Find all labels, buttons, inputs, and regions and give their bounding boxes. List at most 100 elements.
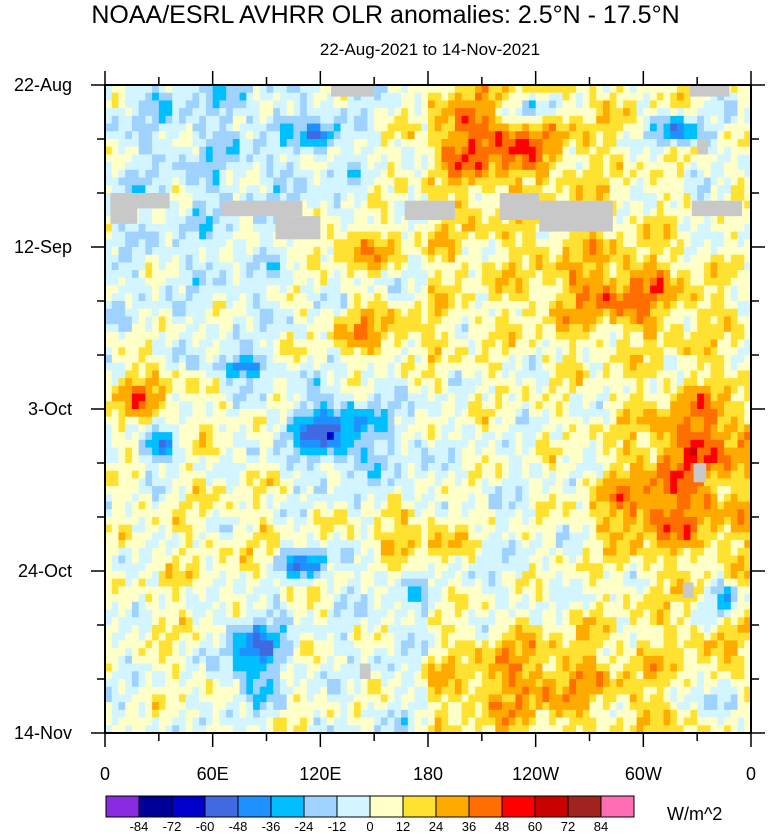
heatmap-cell [226,347,234,356]
heatmap-cell [145,216,153,225]
heatmap-cell [596,139,604,148]
heatmap-cell [125,123,133,132]
heatmap-cell [353,455,362,464]
heatmap-cell [199,378,207,387]
heatmap-cell [441,223,449,233]
heatmap-cell [360,324,369,333]
heatmap-cell [636,355,644,364]
heatmap-cell [266,416,274,426]
heatmap-cell [475,324,483,333]
heatmap-cell [367,177,375,186]
heatmap-cell [165,324,173,333]
heatmap-cell [367,208,375,217]
heatmap-cell [650,162,658,171]
heatmap-cell [199,200,207,210]
heatmap-cell [596,455,604,464]
heatmap-cell [528,216,537,225]
heatmap-cell [205,169,214,179]
heatmap-cell [434,455,443,464]
heatmap-cell [616,193,624,202]
heatmap-cell [118,231,126,240]
heatmap-cell [468,308,476,318]
heatmap-cell [105,331,113,341]
heatmap-cell [616,262,624,271]
heatmap-cell [259,223,268,233]
heatmap-cell [744,247,752,256]
heatmap-cell [488,424,496,433]
heatmap-cell [374,285,382,294]
heatmap-cell [239,162,247,171]
heatmap-cell [690,100,698,109]
heatmap-cell [724,316,732,325]
heatmap-cell [158,208,167,217]
heatmap-cell [441,231,449,240]
heatmap-cell [286,301,295,310]
heatmap-cell [549,378,557,387]
heatmap-cell [468,231,476,240]
heatmap-cell [421,169,429,179]
heatmap-cell [596,416,604,426]
heatmap-cell [286,115,295,125]
heatmap-cell [333,293,342,302]
heatmap-cell [353,347,362,356]
heatmap-cell [273,478,281,487]
heatmap-cell [623,92,631,102]
heatmap-cell [387,169,395,179]
heatmap-cell [710,100,718,109]
heatmap-cell [158,370,167,379]
heatmap-cell [542,416,550,426]
heatmap-cell [320,308,328,318]
heatmap-cell [414,301,422,310]
heatmap-cell [730,185,739,194]
heatmap-cell [730,223,739,233]
heatmap-cell [643,115,651,125]
heatmap-cell [562,347,570,356]
heatmap-cell [279,378,288,387]
heatmap-cell [650,463,658,472]
heatmap-cell [650,362,658,372]
heatmap-cell [670,277,678,287]
heatmap-cell [676,231,685,240]
heatmap-cell [105,185,113,194]
heatmap-cell [737,285,745,294]
heatmap-cell [259,123,268,132]
heatmap-cell [279,331,288,341]
heatmap-cell [145,247,153,256]
heatmap-cell [676,378,685,387]
heatmap-cell [131,139,140,148]
heatmap-cell [629,185,638,194]
heatmap-cell [502,92,510,102]
heatmap-cell [394,378,402,387]
heatmap-cell [421,239,429,248]
heatmap-cell [118,378,126,387]
heatmap-cell [656,169,665,179]
heatmap-cell [616,409,624,418]
heatmap-cell [152,139,160,148]
heatmap-cell [286,285,295,294]
heatmap-cell [407,131,416,140]
heatmap-cell [138,424,146,433]
heatmap-cell [703,185,712,194]
heatmap-cell [508,355,517,364]
heatmap-cell [246,470,254,480]
heatmap-cell [683,432,692,441]
heatmap-cell [468,409,476,418]
heatmap-cell [703,339,712,348]
heatmap-cell [508,347,517,356]
heatmap-cell [165,216,173,225]
heatmap-cell [131,277,140,287]
heatmap-cell [232,262,241,271]
heatmap-cell [602,162,611,171]
heatmap-cell [320,393,328,402]
heatmap-cell [454,293,463,302]
heatmap-cell [253,139,261,148]
heatmap-cell [353,308,362,318]
heatmap-cell [703,385,712,395]
heatmap-cell [226,293,234,302]
heatmap-cell [535,139,543,148]
heatmap-cell [131,355,140,364]
heatmap-cell [199,308,207,318]
heatmap-cell [105,308,113,318]
heatmap-cell [165,347,173,356]
heatmap-cell [380,131,389,140]
